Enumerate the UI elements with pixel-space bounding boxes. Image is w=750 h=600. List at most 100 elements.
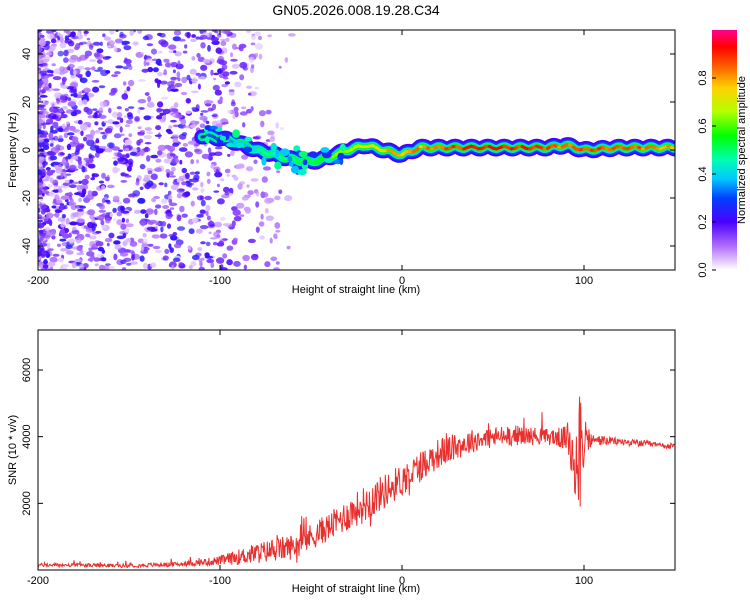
noise-speckle xyxy=(57,137,64,143)
noise-speckle xyxy=(224,81,230,85)
noise-speckle xyxy=(190,159,195,165)
noise-speckle xyxy=(185,180,190,184)
noise-speckle xyxy=(38,162,43,168)
spectrogram-ylabel: Frequency (Hz) xyxy=(7,112,19,188)
colorbar-tick-label: 0.6 xyxy=(697,118,709,133)
noise-speckle xyxy=(39,34,45,38)
noise-speckle xyxy=(51,161,60,166)
noise-speckle xyxy=(112,121,120,125)
noise-speckle xyxy=(222,238,228,241)
noise-speckle xyxy=(100,131,106,135)
noise-speckle xyxy=(65,121,70,125)
noise-speckle xyxy=(230,150,235,157)
noise-speckle xyxy=(135,181,140,186)
noise-speckle xyxy=(101,185,106,190)
ridge-blob xyxy=(270,142,277,152)
noise-speckle xyxy=(128,106,135,109)
noise-speckle xyxy=(39,232,47,236)
noise-speckle xyxy=(269,237,273,244)
noise-speckle xyxy=(215,47,223,54)
noise-speckle xyxy=(139,186,144,191)
noise-speckle xyxy=(71,230,80,235)
noise-speckle xyxy=(170,88,179,92)
noise-speckle xyxy=(69,221,78,226)
noise-speckle xyxy=(46,212,54,219)
noise-speckle xyxy=(84,54,89,59)
noise-speckle xyxy=(125,238,131,243)
noise-speckle xyxy=(160,96,169,100)
noise-speckle xyxy=(261,176,268,183)
noise-speckle xyxy=(122,197,131,204)
noise-speckle xyxy=(199,34,208,40)
noise-speckle xyxy=(205,241,211,247)
noise-speckle xyxy=(186,74,191,81)
noise-speckle xyxy=(114,244,122,250)
noise-speckle xyxy=(273,233,278,239)
noise-speckle xyxy=(147,95,152,103)
noise-speckle xyxy=(211,114,218,117)
noise-speckle xyxy=(230,58,238,62)
noise-speckle xyxy=(140,245,145,253)
noise-speckle xyxy=(111,74,119,77)
noise-speckle xyxy=(170,119,177,123)
noise-speckle xyxy=(40,247,44,251)
noise-speckle xyxy=(168,44,177,50)
noise-speckle xyxy=(248,92,252,96)
noise-speckle xyxy=(101,172,106,179)
noise-speckle xyxy=(61,214,66,219)
noise-speckle xyxy=(38,114,43,117)
noise-speckle xyxy=(117,157,125,162)
noise-speckle xyxy=(172,257,181,262)
noise-speckle xyxy=(126,86,131,92)
noise-speckle xyxy=(77,208,84,212)
noise-speckle xyxy=(125,223,134,228)
noise-speckle xyxy=(102,33,106,38)
noise-speckle xyxy=(207,147,212,154)
noise-speckle xyxy=(177,60,181,66)
noise-speckle xyxy=(93,257,101,262)
ridge-blob xyxy=(290,165,300,174)
noise-speckle xyxy=(49,143,54,147)
noise-speckle xyxy=(168,199,173,204)
noise-speckle xyxy=(98,264,106,270)
noise-speckle xyxy=(160,40,169,48)
noise-speckle xyxy=(247,190,254,196)
noise-speckle xyxy=(274,195,281,201)
noise-speckle xyxy=(212,84,220,91)
y-tick-label: -20 xyxy=(21,190,33,206)
noise-speckle xyxy=(106,242,110,247)
noise-speckle xyxy=(112,207,117,213)
noise-speckle xyxy=(246,184,250,188)
noise-speckle xyxy=(63,30,68,33)
noise-speckle xyxy=(231,174,237,178)
noise-speckle xyxy=(119,252,129,257)
noise-speckle xyxy=(95,230,102,234)
noise-speckle xyxy=(38,157,44,164)
noise-speckle xyxy=(190,260,197,267)
noise-speckle xyxy=(146,101,155,108)
noise-speckle xyxy=(147,66,154,73)
noise-speckle xyxy=(226,259,233,266)
noise-speckle xyxy=(143,262,148,269)
noise-speckle xyxy=(95,147,104,154)
noise-speckle xyxy=(216,183,220,188)
noise-speckle xyxy=(57,50,64,57)
noise-speckle xyxy=(46,30,54,34)
noise-speckle xyxy=(87,190,93,197)
noise-speckle xyxy=(143,135,152,139)
noise-speckle xyxy=(94,145,100,149)
noise-speckle xyxy=(47,248,54,252)
noise-speckle xyxy=(113,240,121,245)
noise-speckle xyxy=(181,181,187,186)
noise-speckle xyxy=(162,205,170,209)
noise-speckle xyxy=(195,228,203,234)
noise-speckle xyxy=(144,174,151,178)
snr-frame xyxy=(37,329,676,571)
noise-speckle xyxy=(227,109,232,114)
noise-speckle xyxy=(142,232,147,238)
noise-speckle xyxy=(208,152,217,156)
noise-speckle xyxy=(200,241,206,245)
noise-speckle xyxy=(76,245,83,252)
noise-speckle xyxy=(124,57,128,63)
